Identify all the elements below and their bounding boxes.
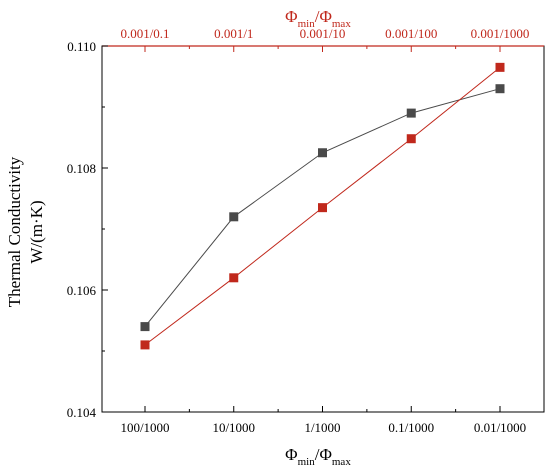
data-point-bottom-axis bbox=[495, 84, 505, 94]
y-tick-label: 0.108 bbox=[67, 161, 96, 176]
data-point-top-axis bbox=[229, 273, 239, 283]
data-point-bottom-axis bbox=[318, 148, 327, 158]
tick-layer: 100/1000 10/1000 1/1000 0.1/1000 0.01/1000 0.… bbox=[67, 26, 530, 435]
data-point-bottom-axis bbox=[140, 322, 150, 332]
bottom-tick-label: 0.1/1000 bbox=[388, 420, 434, 435]
y-axis-title: Thermal Conductivity W/(m·K) bbox=[5, 156, 46, 307]
top-tick-label: 0.001/100 bbox=[385, 26, 437, 41]
data-point-top-axis bbox=[495, 62, 505, 72]
y-axis-title-line1: Thermal Conductivity bbox=[5, 156, 24, 307]
bottom-axis-title: Φmin/Φmax bbox=[285, 445, 351, 468]
plot-frame bbox=[101, 45, 545, 413]
top-axis-title: Φmin/Φmax bbox=[285, 7, 351, 30]
data-point-top-axis bbox=[406, 134, 416, 144]
plot-frame-layer bbox=[101, 45, 545, 413]
bottom-tick-label: 1/1000 bbox=[304, 420, 340, 435]
data-point-top-axis bbox=[318, 203, 327, 213]
data-point-top-axis bbox=[140, 340, 150, 350]
top-tick-label: 0.001/0.1 bbox=[120, 26, 169, 41]
y-axis-title-line2: W/(m·K) bbox=[27, 200, 46, 263]
y-tick-label: 0.106 bbox=[67, 283, 97, 298]
bottom-tick-label: 0.01/1000 bbox=[474, 420, 526, 435]
top-tick-label: 0.001/10 bbox=[300, 26, 346, 41]
top-tick-label: 0.001/1000 bbox=[471, 26, 530, 41]
bottom-tick-label: 10/1000 bbox=[212, 420, 255, 435]
y-tick-label: 0.110 bbox=[67, 39, 96, 54]
data-point-bottom-axis bbox=[229, 212, 239, 222]
bottom-tick-label: 100/1000 bbox=[120, 420, 169, 435]
data-point-bottom-axis bbox=[406, 108, 416, 118]
y-tick-label: 0.104 bbox=[67, 405, 97, 420]
top-tick-label: 0.001/1 bbox=[214, 26, 253, 41]
series-layer bbox=[140, 62, 505, 350]
